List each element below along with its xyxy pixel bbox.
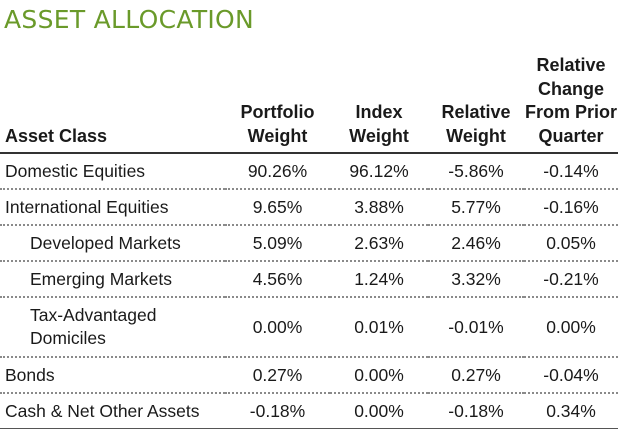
header-line: Portfolio <box>240 102 315 122</box>
index-weight-cell: 0.00% <box>330 393 428 429</box>
header-relative-weight: Relative Weight <box>428 52 524 154</box>
relative-weight-cell: 5.77% <box>428 189 524 226</box>
index-weight-cell: 96.12% <box>330 153 428 190</box>
relative-change-cell: 0.34% <box>524 393 618 429</box>
index-weight-cell: 0.01% <box>330 297 428 358</box>
label-line: Domiciles <box>30 328 106 348</box>
asset-class-cell: Bonds <box>0 357 225 394</box>
header-portfolio-weight: Portfolio Weight <box>225 52 330 154</box>
header-line: Weight <box>349 125 409 146</box>
portfolio-weight-cell: 0.27% <box>225 357 330 394</box>
table-row: Domestic Equities 90.26% 96.12% -5.86% -… <box>0 153 618 190</box>
header-line: Weight <box>446 125 506 146</box>
asset-class-cell: Cash & Net Other Assets <box>0 393 225 429</box>
relative-weight-cell: -0.18% <box>428 393 524 429</box>
header-line: Change <box>537 78 604 99</box>
header-line: Relative <box>536 55 606 75</box>
asset-class-cell: Emerging Markets <box>0 261 225 298</box>
portfolio-weight-cell: -0.18% <box>225 393 330 429</box>
portfolio-weight-cell: 4.56% <box>225 261 330 298</box>
index-weight-cell: 0.00% <box>330 357 428 394</box>
header-line: Quarter <box>538 125 604 146</box>
index-weight-cell: 3.88% <box>330 189 428 226</box>
relative-weight-cell: 3.32% <box>428 261 524 298</box>
portfolio-weight-cell: 5.09% <box>225 225 330 262</box>
page-title: ASSET ALLOCATION <box>4 5 255 34</box>
portfolio-weight-cell: 9.65% <box>225 189 330 226</box>
asset-class-cell: Developed Markets <box>0 225 225 262</box>
portfolio-weight-cell: 0.00% <box>225 297 330 358</box>
header-line: Index <box>355 102 403 122</box>
header-relative-change: Relative Change From Prior Quarter <box>524 52 618 154</box>
relative-change-cell: -0.21% <box>524 261 618 298</box>
table-row: Bonds 0.27% 0.00% 0.27% -0.04% <box>0 357 618 394</box>
index-weight-cell: 1.24% <box>330 261 428 298</box>
asset-class-cell: Domestic Equities <box>0 153 225 190</box>
header-index-weight: Index Weight <box>330 52 428 154</box>
index-weight-cell: 2.63% <box>330 225 428 262</box>
label-line: Tax-Advantaged <box>30 305 157 325</box>
relative-change-cell: 0.00% <box>524 297 618 358</box>
header-line: From Prior <box>524 102 617 122</box>
relative-weight-cell: 2.46% <box>428 225 524 262</box>
relative-change-cell: 0.05% <box>524 225 618 262</box>
table-row: Emerging Markets 4.56% 1.24% 3.32% -0.21… <box>0 261 618 298</box>
portfolio-weight-cell: 90.26% <box>225 153 330 190</box>
relative-weight-cell: 0.27% <box>428 357 524 394</box>
relative-change-cell: -0.16% <box>524 189 618 226</box>
table-row: Tax-Advantaged Domiciles 0.00% 0.01% -0.… <box>0 297 618 358</box>
header-row: Asset Class Portfolio Weight Index Weigh… <box>0 52 618 154</box>
table-row: Cash & Net Other Assets -0.18% 0.00% -0.… <box>0 393 618 429</box>
table-row: Developed Markets 5.09% 2.63% 2.46% 0.05… <box>0 225 618 262</box>
relative-change-cell: -0.14% <box>524 153 618 190</box>
relative-weight-cell: -0.01% <box>428 297 524 358</box>
table-row: International Equities 9.65% 3.88% 5.77%… <box>0 189 618 226</box>
header-line: Relative <box>441 102 511 122</box>
relative-change-cell: -0.04% <box>524 357 618 394</box>
header-asset-class: Asset Class <box>0 52 225 154</box>
asset-class-cell: International Equities <box>0 189 225 226</box>
asset-class-cell: Tax-Advantaged Domiciles <box>0 297 225 358</box>
relative-weight-cell: -5.86% <box>428 153 524 190</box>
header-line: Weight <box>247 125 308 146</box>
asset-allocation-table: Asset Class Portfolio Weight Index Weigh… <box>0 52 618 429</box>
